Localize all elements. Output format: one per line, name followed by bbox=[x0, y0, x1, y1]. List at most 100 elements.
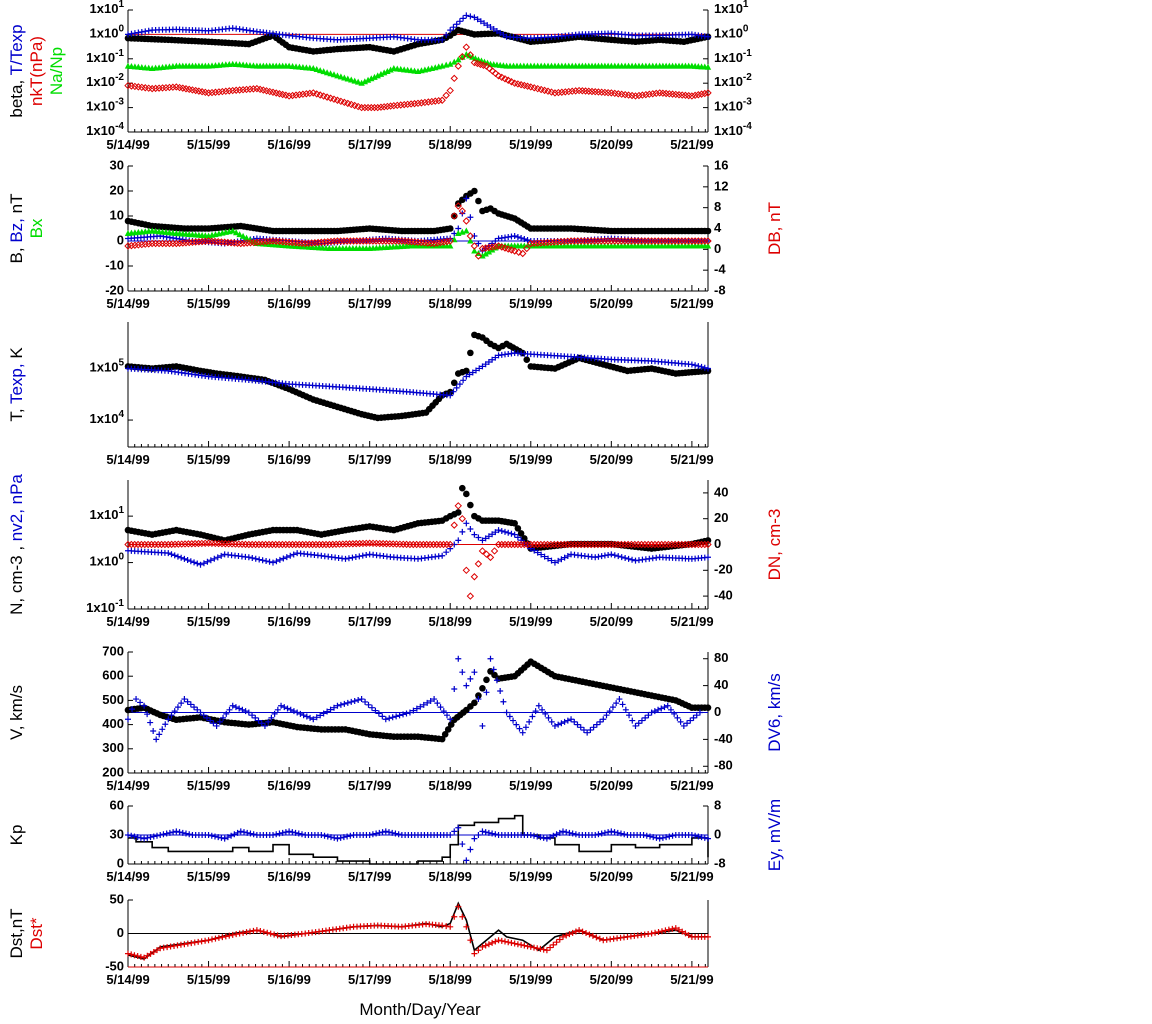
data-point bbox=[318, 832, 325, 838]
data-point bbox=[618, 830, 624, 837]
data-point bbox=[444, 712, 450, 719]
data-point bbox=[137, 834, 144, 841]
data-point bbox=[454, 202, 462, 210]
data-point bbox=[279, 829, 286, 836]
data-point bbox=[467, 675, 474, 682]
data-point bbox=[186, 831, 193, 838]
data-point bbox=[320, 710, 327, 717]
data-point bbox=[395, 831, 402, 838]
data-point bbox=[124, 242, 132, 250]
data-point bbox=[235, 86, 244, 94]
data-point bbox=[306, 89, 314, 98]
date-tick-label: 5/17/99 bbox=[348, 972, 391, 987]
data-point bbox=[590, 724, 597, 731]
date-tick-label: 5/17/99 bbox=[348, 137, 391, 152]
data-point bbox=[204, 558, 211, 565]
y-tick-label: 1x105 bbox=[90, 357, 125, 375]
series-line bbox=[128, 814, 709, 865]
data-point bbox=[324, 238, 332, 246]
data-point bbox=[228, 832, 235, 839]
data-point bbox=[345, 540, 354, 548]
data-point bbox=[223, 710, 230, 717]
data-point bbox=[243, 239, 251, 247]
data-point bbox=[295, 830, 302, 837]
data-point bbox=[622, 554, 629, 561]
data-point bbox=[540, 946, 547, 953]
data-point bbox=[514, 234, 521, 240]
data-point bbox=[466, 371, 473, 378]
data-point bbox=[484, 22, 491, 29]
date-tick-label: 5/15/99 bbox=[187, 869, 230, 884]
data-point bbox=[474, 560, 483, 568]
y-tick-label: 200 bbox=[102, 764, 124, 779]
data-point bbox=[688, 361, 695, 368]
data-point bbox=[586, 931, 593, 938]
panel-beta: 5/14/99 5/15/99 5/16/99 5/17/99 5/18/99 5/19/… bbox=[7, 0, 752, 152]
data-point bbox=[568, 87, 576, 95]
data-point bbox=[704, 540, 712, 549]
data-point bbox=[495, 527, 502, 534]
data-point bbox=[511, 531, 518, 538]
data-point bbox=[427, 697, 434, 704]
data-point bbox=[446, 86, 454, 95]
data-point bbox=[377, 103, 385, 111]
data-point bbox=[302, 90, 311, 98]
data-point bbox=[379, 713, 386, 720]
y-tick-label: 600 bbox=[102, 668, 124, 683]
data-point bbox=[200, 560, 207, 567]
data-point bbox=[256, 238, 264, 246]
data-point bbox=[334, 702, 341, 709]
data-point bbox=[608, 828, 615, 835]
data-point bbox=[705, 835, 711, 842]
data-point bbox=[321, 832, 328, 839]
data-point bbox=[476, 365, 483, 372]
data-point bbox=[450, 74, 458, 83]
data-point bbox=[447, 716, 454, 723]
data-point bbox=[658, 705, 665, 712]
data-point bbox=[485, 248, 493, 255]
date-tick-label: 5/14/99 bbox=[106, 452, 149, 467]
date-tick-label: 5/21/99 bbox=[670, 614, 713, 629]
data-point bbox=[704, 227, 712, 235]
data-point bbox=[482, 829, 489, 836]
data-point bbox=[458, 52, 467, 61]
series-0 bbox=[124, 658, 712, 743]
data-point bbox=[467, 13, 474, 20]
data-point bbox=[396, 712, 403, 719]
data-point bbox=[492, 831, 499, 838]
data-point bbox=[231, 831, 238, 838]
data-point bbox=[479, 943, 486, 950]
data-point bbox=[548, 557, 555, 564]
data-point bbox=[454, 509, 462, 516]
y2-tick-label: 8 bbox=[714, 797, 721, 812]
data-point bbox=[184, 698, 191, 705]
data-point bbox=[443, 923, 450, 930]
data-point bbox=[698, 834, 705, 841]
data-point bbox=[694, 540, 703, 549]
data-point bbox=[572, 831, 579, 838]
data-point bbox=[253, 927, 260, 934]
data-point bbox=[356, 237, 364, 245]
data-point bbox=[447, 721, 455, 728]
y-axis-title-2: Dst* bbox=[27, 917, 46, 950]
data-point bbox=[482, 535, 489, 542]
data-point bbox=[320, 68, 327, 75]
data-point bbox=[176, 829, 183, 836]
data-point bbox=[340, 834, 347, 841]
data-point bbox=[705, 365, 711, 372]
data-point bbox=[424, 98, 433, 106]
y2-axis-title: DB, nT bbox=[765, 202, 784, 255]
data-point bbox=[556, 936, 563, 943]
data-point bbox=[643, 832, 650, 839]
date-tick-label: 5/14/99 bbox=[106, 869, 149, 884]
y2-tick-label: 1x10-3 bbox=[714, 96, 752, 114]
data-point bbox=[249, 712, 256, 719]
data-point bbox=[289, 829, 296, 836]
data-point bbox=[446, 388, 454, 396]
data-point bbox=[188, 540, 196, 548]
data-point bbox=[487, 24, 494, 31]
series-1 bbox=[125, 903, 711, 961]
data-point bbox=[364, 103, 372, 112]
data-point bbox=[386, 102, 395, 110]
data-point bbox=[125, 832, 131, 838]
